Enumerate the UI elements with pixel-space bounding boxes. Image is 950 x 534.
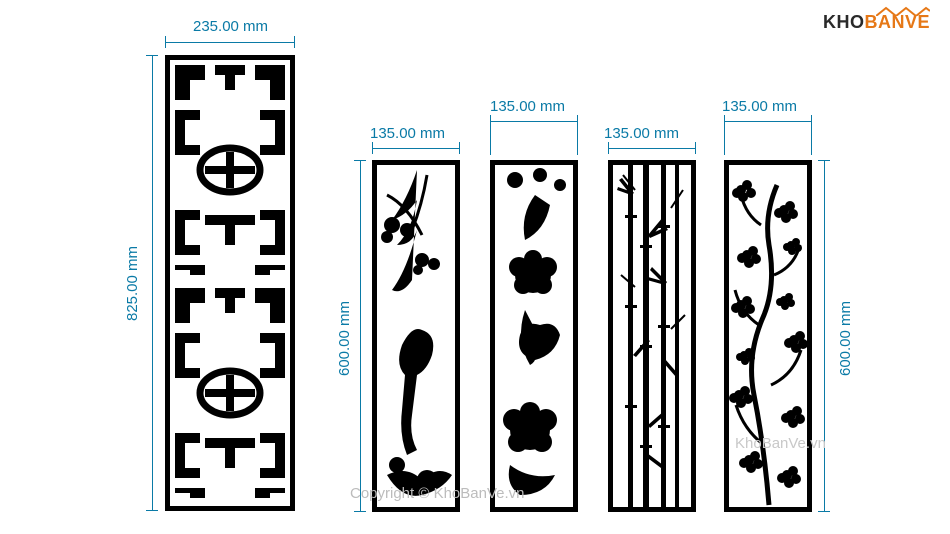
dim-large-height: 825.00 mm xyxy=(124,246,141,321)
dim-s2-width: 135.00 mm xyxy=(490,98,565,115)
panel-large-geometric xyxy=(165,55,295,511)
dim-tick xyxy=(354,160,366,161)
dim-line xyxy=(490,121,578,122)
panel-plum-blossom xyxy=(724,160,812,512)
dim-tick xyxy=(354,511,366,512)
dim-tick xyxy=(490,115,491,155)
dim-s1-width: 135.00 mm xyxy=(370,125,445,142)
panel-bamboo xyxy=(608,160,696,512)
panel-peony-bird xyxy=(490,160,578,512)
dim-tick xyxy=(608,142,609,154)
dim-small-height-right: 600.00 mm xyxy=(837,301,854,376)
dim-tick xyxy=(146,510,158,511)
dim-tick xyxy=(146,55,158,56)
dim-tick xyxy=(724,115,725,155)
dim-line xyxy=(152,55,153,511)
dim-tick xyxy=(165,36,166,48)
dim-line xyxy=(360,160,361,512)
panel-pattern-geometric xyxy=(170,60,290,506)
pattern-pine-crane xyxy=(377,165,455,507)
dim-tick xyxy=(577,115,578,155)
dim-tick xyxy=(695,142,696,154)
pattern-bamboo xyxy=(613,165,691,507)
dim-large-width: 235.00 mm xyxy=(193,18,268,35)
logo-roof-icon xyxy=(876,6,930,16)
dim-small-height-left: 600.00 mm xyxy=(336,301,353,376)
logo: KHOBANVE xyxy=(823,12,930,33)
dim-tick xyxy=(459,142,460,154)
pattern-peony-bird xyxy=(495,165,573,507)
panel-pine-crane xyxy=(372,160,460,512)
dim-line xyxy=(724,121,812,122)
dim-line xyxy=(165,42,295,43)
dim-s4-width: 135.00 mm xyxy=(722,98,797,115)
diagram-container: KHOBANVE 235.00 mm 825.00 mm xyxy=(0,0,950,534)
logo-text-1: KHO xyxy=(823,12,865,32)
pattern-plum-blossom xyxy=(729,165,807,507)
dim-tick xyxy=(372,142,373,154)
dim-line xyxy=(608,148,696,149)
dim-tick xyxy=(811,115,812,155)
dim-tick xyxy=(818,511,830,512)
dim-s3-width: 135.00 mm xyxy=(604,125,679,142)
dim-tick xyxy=(818,160,830,161)
dim-line xyxy=(372,148,460,149)
dim-tick xyxy=(294,36,295,48)
dim-line xyxy=(824,160,825,512)
